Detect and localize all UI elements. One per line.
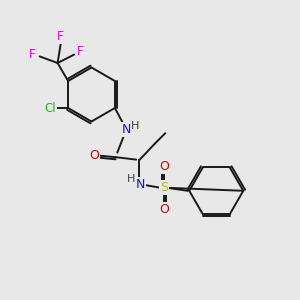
Text: F: F [77, 45, 83, 58]
Text: O: O [159, 203, 169, 216]
Text: Cl: Cl [44, 101, 56, 115]
Text: S: S [160, 181, 168, 194]
Text: H: H [130, 121, 139, 131]
Text: O: O [89, 149, 99, 162]
Text: N: N [136, 178, 145, 191]
Text: N: N [122, 123, 131, 136]
Text: O: O [159, 160, 169, 173]
Text: H: H [127, 174, 135, 184]
Text: F: F [29, 48, 36, 61]
Text: F: F [57, 30, 64, 43]
